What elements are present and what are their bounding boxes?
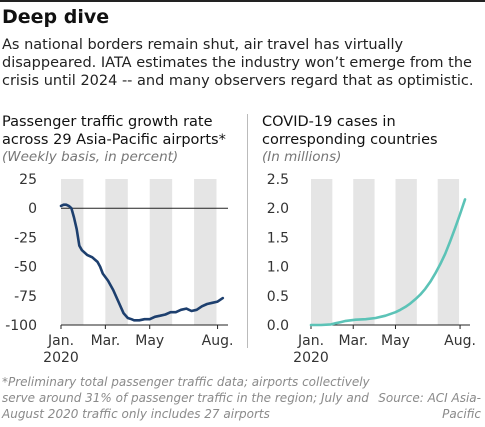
left-month-band bbox=[61, 179, 84, 325]
left-chart-title: Passenger traffic growth rate across 29 … bbox=[2, 114, 226, 148]
left-x-tick-label: Mar. bbox=[91, 333, 121, 349]
right-series-line bbox=[309, 198, 467, 327]
left-x-tick-year: 2020 bbox=[43, 350, 79, 366]
left-y-tick-label: -25 bbox=[14, 230, 37, 246]
left-series-line bbox=[59, 203, 225, 322]
left-y-tick-label: -50 bbox=[14, 260, 37, 276]
right-x-tick-label: Jan. bbox=[297, 333, 324, 349]
page-title: Deep dive bbox=[2, 6, 110, 28]
right-month-band bbox=[395, 179, 417, 325]
right-y-tick-label: 0.5 bbox=[267, 289, 289, 305]
right-chart-title: COVID-19 cases in corresponding countrie… bbox=[262, 114, 438, 148]
left-y-tick-label: 25 bbox=[19, 172, 37, 188]
left-x-tick-label: May bbox=[135, 333, 164, 349]
source-credit: Source: ACI Asia-Pacific bbox=[378, 391, 481, 421]
left-month-band bbox=[149, 179, 173, 325]
right-month-band bbox=[311, 179, 333, 325]
left-month-band bbox=[194, 179, 217, 325]
right-x-tick-label: Aug. bbox=[444, 333, 476, 349]
right-x-tick-label: May bbox=[381, 333, 410, 349]
page-subtitle: As national borders remain shut, air tra… bbox=[2, 37, 474, 89]
footnote: *Preliminary total passenger traffic dat… bbox=[2, 375, 370, 421]
left-x-tick-label: Jan. bbox=[47, 333, 74, 349]
right-month-band bbox=[437, 179, 460, 325]
panel-divider bbox=[247, 114, 248, 348]
left-y-tick-label: -75 bbox=[14, 289, 37, 305]
left-y-tick-label: 0 bbox=[28, 201, 37, 217]
right-y-tick-label: 1.0 bbox=[267, 260, 289, 276]
top-rule bbox=[0, 0, 485, 2]
right-y-tick-label: 2.5 bbox=[267, 172, 289, 188]
left-chart-unit: (Weekly basis, in percent) bbox=[2, 149, 179, 165]
left-x-tick-label: Aug. bbox=[202, 333, 234, 349]
right-x-tick-year: 2020 bbox=[293, 350, 329, 366]
right-y-tick-label: 0.0 bbox=[267, 318, 289, 334]
right-chart-unit: (In millions) bbox=[262, 149, 342, 165]
right-y-tick-label: 1.5 bbox=[267, 230, 289, 246]
right-month-band bbox=[353, 179, 375, 325]
right-x-tick-label: Mar. bbox=[338, 333, 368, 349]
left-y-tick-label: -100 bbox=[5, 318, 37, 334]
right-y-tick-label: 2.0 bbox=[267, 201, 289, 217]
